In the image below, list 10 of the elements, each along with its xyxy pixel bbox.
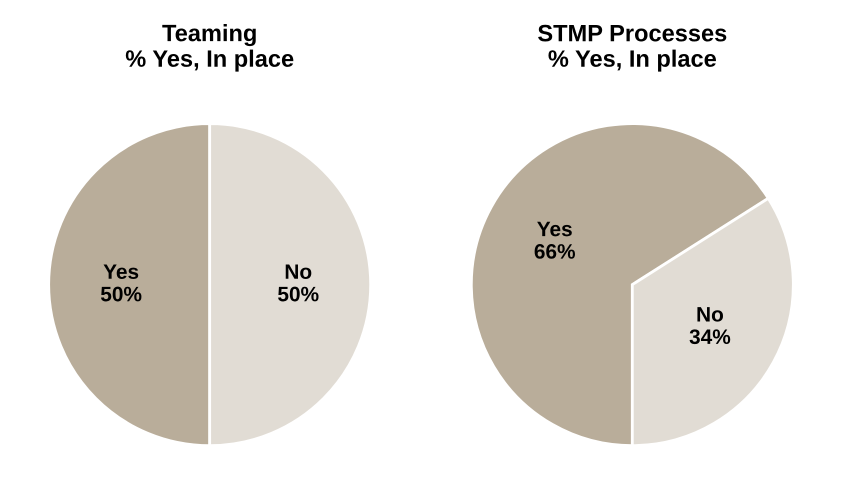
data-label: 34% — [690, 329, 730, 344]
slice-label: Yes — [537, 222, 572, 236]
data-label: 50% — [278, 286, 319, 302]
slice-label: No — [697, 307, 723, 322]
chart-title: Teaming % Yes, In place — [126, 24, 294, 72]
slice-label: Yes — [104, 264, 138, 279]
data-label: 66% — [534, 244, 576, 259]
chart-title: STMP Processes % Yes, In place — [538, 24, 726, 72]
slice-label: No — [286, 264, 312, 279]
data-label: 50% — [100, 286, 142, 302]
